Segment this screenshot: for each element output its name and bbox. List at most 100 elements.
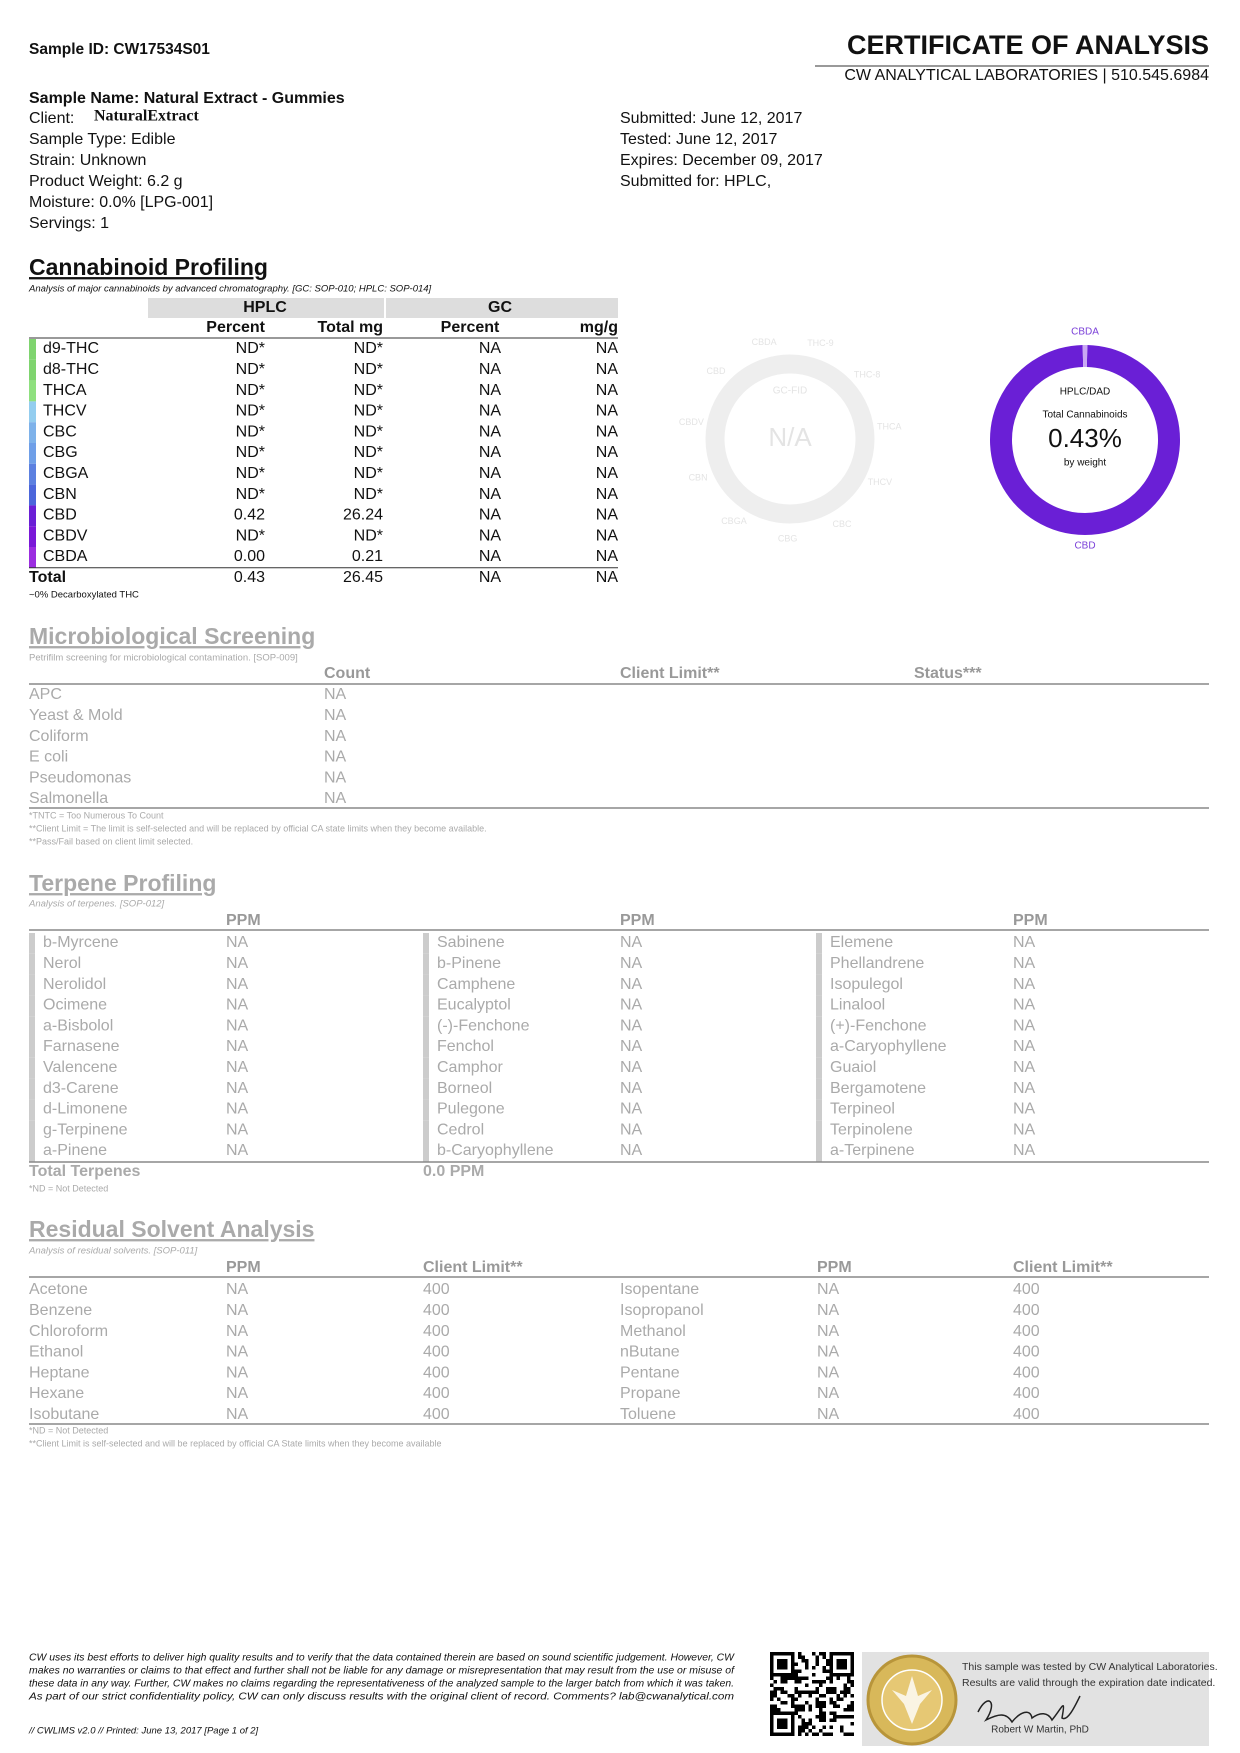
cannabinoid-value: 26.24 <box>343 507 383 524</box>
cannabinoid-value: ND* <box>354 361 383 378</box>
lab-line: CW ANALYTICAL LABORATORIES | 510.545.698… <box>844 67 1209 84</box>
terpene-value: NA <box>1013 1121 1036 1138</box>
terpene-value: NA <box>1013 1059 1036 1076</box>
terpene-value: NA <box>1013 1038 1036 1055</box>
qr-cell <box>822 1694 826 1698</box>
qr-cell <box>826 1676 830 1680</box>
qr-cell <box>798 1729 802 1733</box>
hplc-caption: Total Cannabinoids <box>1042 410 1127 421</box>
solvent-name: Toluene <box>620 1406 676 1423</box>
terpene-value: NA <box>1013 955 1036 972</box>
terpene-value: NA <box>226 1080 249 1097</box>
cannabinoid-value: NA <box>596 527 619 544</box>
cannabinoid-name: CBG <box>43 444 78 461</box>
solvent-value: NA <box>817 1385 840 1402</box>
terpene-value: NA <box>226 1121 249 1138</box>
gc-ring <box>705 354 875 524</box>
qr-cell <box>812 1725 816 1729</box>
qr-cell <box>801 1722 805 1726</box>
cannabinoid-value: NA <box>479 465 502 482</box>
qr-cell <box>815 1690 819 1694</box>
gc-label: THCV <box>868 477 893 487</box>
qr-cell <box>794 1690 798 1694</box>
qr-cell <box>787 1694 791 1698</box>
qr-cell <box>801 1704 805 1708</box>
column-header: PPM <box>620 912 655 929</box>
qr-cell <box>812 1680 816 1684</box>
qr-cell <box>826 1690 830 1694</box>
sample-field: Expires: December 09, 2017 <box>620 152 823 169</box>
terpene-swatch <box>423 1078 429 1100</box>
terpene-swatch <box>816 933 822 954</box>
qr-cell <box>770 1690 774 1694</box>
sample-field: Submitted: June 12, 2017 <box>620 110 802 127</box>
cannabinoid-value: ND* <box>236 382 265 399</box>
cannabinoid-name: THCA <box>43 382 87 399</box>
qr-cell <box>798 1676 802 1680</box>
terpene-swatch <box>29 933 35 954</box>
qr-cell <box>777 1697 781 1701</box>
qr-cell <box>829 1687 833 1691</box>
terpene-value: NA <box>620 1080 643 1097</box>
cannabinoid-value: NA <box>479 548 502 565</box>
qr-cell <box>815 1715 819 1719</box>
terpene-name: Valencene <box>43 1059 118 1076</box>
terpene-swatch <box>816 1141 822 1162</box>
sample-id: Sample ID: CW17534S01 <box>29 41 210 58</box>
test-name: Pseudomonas <box>29 769 131 786</box>
sample-field: Sample Type: Edible <box>29 131 176 148</box>
qr-cell <box>833 1701 837 1705</box>
note: **Client Limit = The limit is self-selec… <box>29 823 487 833</box>
column-header: PPM <box>226 1259 261 1276</box>
solvent-limit: 400 <box>1013 1302 1040 1319</box>
terpene-swatch <box>29 953 35 975</box>
sample-field: Submitted for: HPLC, <box>620 173 771 190</box>
total-label: Total Terpenes <box>29 1163 141 1180</box>
qr-cell <box>840 1729 844 1733</box>
qr-cell <box>843 1732 847 1736</box>
solvent-limit: 400 <box>1013 1385 1040 1402</box>
gc-method: GC-FID <box>773 386 807 397</box>
terpene-swatch <box>816 974 822 996</box>
terpene-value: NA <box>1013 976 1036 993</box>
terpene-value: NA <box>1013 997 1036 1014</box>
qr-cell <box>777 1708 781 1712</box>
hplc-method: HPLC/DAD <box>1060 387 1111 398</box>
qr-cell <box>822 1704 826 1708</box>
terpene-name: Terpinolene <box>830 1121 913 1138</box>
qr-cell <box>829 1690 833 1694</box>
terpene-name: Sabinene <box>437 934 505 951</box>
solvent-name: Isopentane <box>620 1281 699 1298</box>
cannabinoid-value: NA <box>479 361 502 378</box>
terpene-swatch <box>29 1120 35 1141</box>
qr-cell <box>794 1704 798 1708</box>
qr-cell <box>787 1676 791 1680</box>
test-count: NA <box>324 769 347 786</box>
gc-label: THC-9 <box>807 338 834 348</box>
qr-cell <box>798 1732 802 1736</box>
cannabinoid-value: NA <box>479 444 502 461</box>
qr-cell <box>850 1708 854 1712</box>
gc-label: CBG <box>778 533 798 543</box>
terpene-swatch <box>29 1078 35 1100</box>
terpene-swatch <box>423 1120 429 1141</box>
solvent-value: NA <box>226 1385 249 1402</box>
terpene-swatch <box>816 1099 822 1121</box>
qr-cell <box>770 1683 774 1687</box>
qr-cell <box>773 1708 777 1712</box>
column-header: PPM <box>226 912 261 929</box>
solvent-value: NA <box>226 1364 249 1381</box>
solvent-limit: 400 <box>1013 1406 1040 1423</box>
qr-cell <box>833 1690 837 1694</box>
solvent-limit: 400 <box>423 1302 450 1319</box>
qr-cell <box>808 1729 812 1733</box>
cannabinoid-value: NA <box>596 340 619 357</box>
cannabinoid-swatch <box>29 484 36 506</box>
qr-cell <box>819 1694 823 1698</box>
terpene-name: Camphor <box>437 1059 503 1076</box>
cannabinoid-swatch <box>29 339 36 360</box>
badge-text: Results are valid through the expiration… <box>962 1677 1215 1689</box>
test-count: NA <box>324 707 347 724</box>
solvent-name: Pentane <box>620 1364 680 1381</box>
terpene-name: Isopulegol <box>830 976 903 993</box>
